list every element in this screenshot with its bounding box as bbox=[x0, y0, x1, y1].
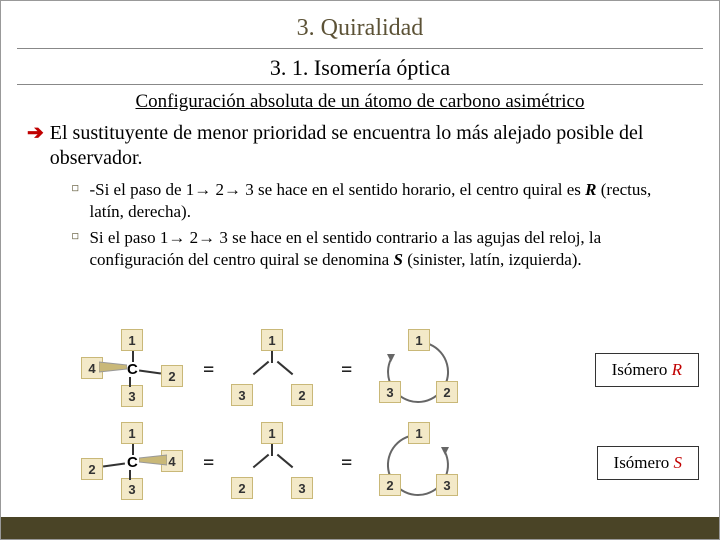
diamond-icon: ◇ bbox=[67, 180, 83, 196]
node-2: 2 bbox=[161, 365, 183, 387]
subtitle: Configuración absoluta de un átomo de ca… bbox=[41, 91, 679, 113]
title-sub: 3. 1. Isomería óptica bbox=[17, 49, 703, 85]
node-1: 1 bbox=[121, 422, 143, 444]
bond bbox=[253, 454, 270, 468]
bond bbox=[129, 470, 131, 480]
sub-bullet-s-text: Si el paso 1→ 2→ 3 se hace en el sentido… bbox=[89, 227, 689, 271]
diagram-area: 1 2 3 4 C = 1 2 3 = 1 2 3 bbox=[91, 329, 651, 519]
node-2: 2 bbox=[81, 458, 103, 480]
node-1: 1 bbox=[261, 422, 283, 444]
node-3: 3 bbox=[121, 385, 143, 407]
bond bbox=[253, 361, 270, 375]
equals-sign: = bbox=[341, 452, 352, 475]
isomer-r-label: Isómero R bbox=[595, 353, 699, 387]
node-1: 1 bbox=[408, 329, 430, 351]
slide-frame: 3. Quiralidad 3. 1. Isomería óptica Conf… bbox=[0, 0, 720, 540]
bond bbox=[271, 351, 273, 363]
wedge-icon bbox=[99, 359, 127, 375]
sub-bullet-r: ◇ -Si el paso de 1→ 2→ 3 se hace en el s… bbox=[71, 179, 689, 223]
sub-bullet-s: ◇ Si el paso 1→ 2→ 3 se hace en el senti… bbox=[71, 227, 689, 271]
c-atom: C bbox=[127, 454, 138, 471]
isomer-s-label: Isómero S bbox=[597, 446, 699, 480]
bond bbox=[129, 377, 131, 387]
equals-sign: = bbox=[203, 359, 214, 382]
node-1: 1 bbox=[121, 329, 143, 351]
equals-sign: = bbox=[341, 359, 352, 382]
bond bbox=[132, 444, 134, 455]
wedge-icon bbox=[139, 452, 167, 468]
node-3: 3 bbox=[436, 474, 458, 496]
node-2: 2 bbox=[379, 474, 401, 496]
node-1: 1 bbox=[408, 422, 430, 444]
bullet-main-text: El sustituyente de menor prioridad se en… bbox=[50, 121, 687, 171]
sub-bullet-r-text: -Si el paso de 1→ 2→ 3 se hace en el sen… bbox=[89, 179, 689, 223]
footer-bar bbox=[1, 517, 719, 539]
node-3: 3 bbox=[121, 478, 143, 500]
c-atom: C bbox=[127, 361, 138, 378]
node-2: 2 bbox=[291, 384, 313, 406]
bullet-main: ➔ El sustituyente de menor prioridad se … bbox=[27, 121, 687, 171]
bond bbox=[139, 369, 161, 374]
node-3: 3 bbox=[231, 384, 253, 406]
title-main: 3. Quiralidad bbox=[17, 1, 703, 49]
diamond-icon: ◇ bbox=[67, 228, 83, 244]
sub-bullet-list: ◇ -Si el paso de 1→ 2→ 3 se hace en el s… bbox=[71, 179, 689, 271]
bond bbox=[277, 361, 294, 375]
node-3: 3 bbox=[291, 477, 313, 499]
node-3: 3 bbox=[379, 381, 401, 403]
bond bbox=[132, 351, 134, 362]
node-2: 2 bbox=[231, 477, 253, 499]
node-1: 1 bbox=[261, 329, 283, 351]
diagram-row-r: 1 2 3 4 C = 1 2 3 = 1 2 3 bbox=[91, 329, 651, 414]
bond bbox=[271, 444, 273, 456]
node-2: 2 bbox=[436, 381, 458, 403]
equals-sign: = bbox=[203, 452, 214, 475]
arrow-icon: ➔ bbox=[27, 121, 44, 146]
diagram-row-s: 1 2 3 4 C = 1 2 3 = 1 2 3 bbox=[91, 422, 651, 507]
bond bbox=[277, 454, 294, 468]
bond bbox=[103, 462, 125, 467]
